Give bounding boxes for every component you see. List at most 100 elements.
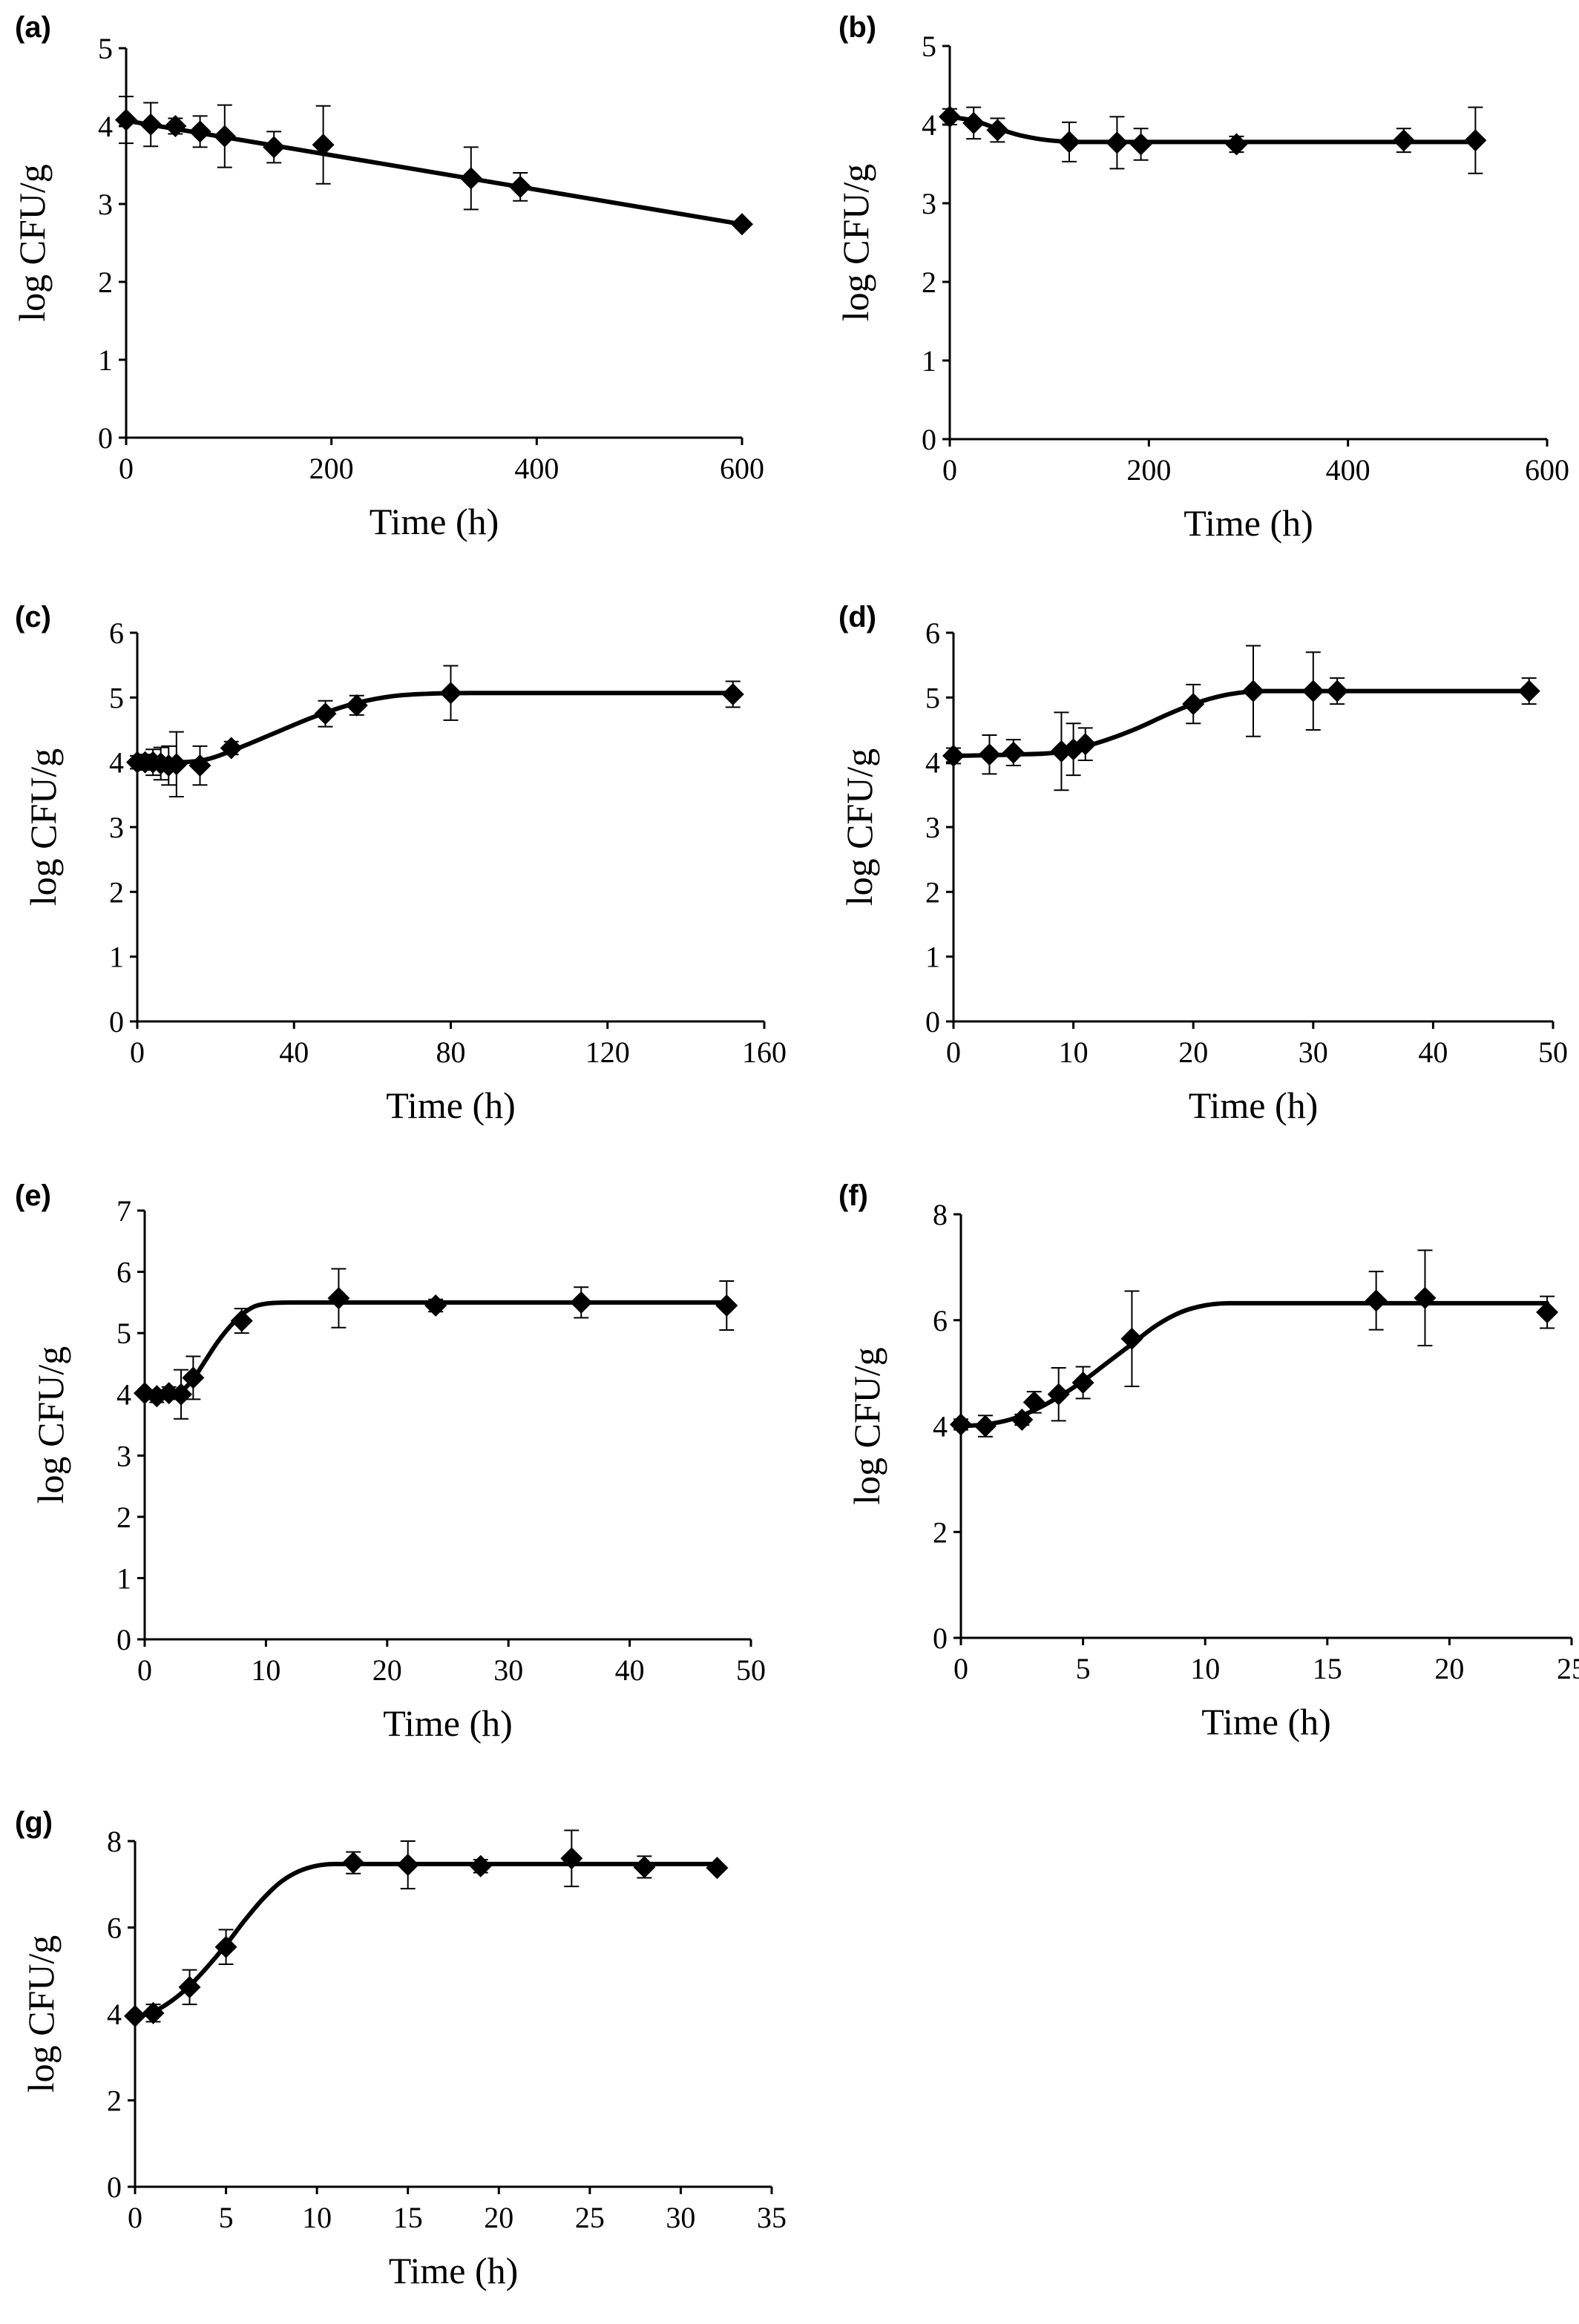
fit-line <box>959 1300 1550 1429</box>
y-tick-label: 5 <box>98 32 113 65</box>
y-tick-label: 8 <box>933 1198 948 1231</box>
data-point <box>1002 741 1025 764</box>
x-axis-title: Time (h) <box>383 1702 513 1744</box>
y-tick-label: 2 <box>98 266 113 299</box>
y-tick-label: 0 <box>116 1623 131 1656</box>
data-point <box>188 120 211 143</box>
x-tick-label: 50 <box>736 1653 766 1687</box>
x-tick-label: 0 <box>119 452 134 485</box>
data-point <box>1022 1391 1045 1414</box>
x-tick-label: 20 <box>1434 1652 1464 1685</box>
panel-label: (b) <box>838 11 876 44</box>
x-tick-label: 15 <box>393 2201 423 2234</box>
x-tick-label: 35 <box>757 2201 787 2234</box>
data-point <box>942 744 965 767</box>
x-tick-label: 40 <box>1418 1036 1448 1069</box>
y-tick-label: 0 <box>922 423 936 456</box>
data-point <box>1365 1289 1388 1312</box>
y-tick-label: 0 <box>933 1622 948 1655</box>
x-tick-label: 40 <box>279 1036 309 1069</box>
y-tick-label: 5 <box>109 681 124 714</box>
data-point <box>1071 1371 1094 1394</box>
data-point <box>345 694 368 717</box>
y-tick-label: 4 <box>98 110 113 143</box>
data-point <box>1536 1301 1559 1324</box>
y-axis-title: log CFU/g <box>20 1935 62 2093</box>
data-point <box>1464 129 1487 152</box>
data-point <box>312 134 335 157</box>
data-point <box>1129 133 1152 156</box>
x-tick-label: 0 <box>137 1653 152 1687</box>
y-tick-label: 7 <box>116 1194 131 1228</box>
x-tick-label: 25 <box>575 2201 605 2234</box>
panel-label: (e) <box>15 1179 51 1212</box>
data-point <box>1011 1408 1034 1431</box>
data-point <box>342 1851 365 1874</box>
panel-label: (d) <box>838 601 876 633</box>
y-tick-label: 1 <box>116 1561 131 1595</box>
y-tick-label: 2 <box>925 875 940 909</box>
y-axis-title: log CFU/g <box>22 748 64 906</box>
data-point <box>115 108 137 131</box>
panel-a: (a) 0 1 2 3 4 5 0 200 400 600 Time (h) log CFU/g <box>11 11 764 542</box>
x-tick-label: 600 <box>1525 453 1569 487</box>
x-tick-label: 0 <box>942 453 957 487</box>
x-axis-title: Time (h) <box>370 501 499 542</box>
data-point <box>1047 1383 1070 1406</box>
y-tick-label: 6 <box>116 1256 131 1289</box>
data-point <box>182 1366 205 1389</box>
data-point <box>1058 131 1080 154</box>
data-point <box>1301 679 1324 702</box>
panel-e: (e) 0 1 2 3 4 5 6 7 0 10 20 30 40 50 Time (h) log CFU/g <box>15 1179 766 1744</box>
panel-f: (f) 0 2 4 6 8 0 5 10 15 20 25 Time (h) log CFU/g <box>838 1179 1579 1742</box>
data-point <box>721 682 744 705</box>
data-point <box>165 753 188 776</box>
data-point <box>314 702 337 725</box>
y-tick-label: 4 <box>116 1378 131 1412</box>
y-axis-title: log CFU/g <box>838 748 880 906</box>
x-tick-label: 20 <box>484 2201 513 2234</box>
y-tick-label: 2 <box>922 266 936 299</box>
y-tick-label: 5 <box>925 681 940 714</box>
x-tick-label: 120 <box>585 1036 630 1069</box>
panel-label: (a) <box>15 11 51 44</box>
y-tick-label: 6 <box>925 616 940 650</box>
fit-line <box>133 1861 720 2018</box>
x-axis-title: Time (h) <box>1201 1701 1331 1742</box>
data-point <box>962 111 985 134</box>
data-point <box>706 1857 729 1880</box>
fit-line <box>951 688 1532 758</box>
y-axis-title: log CFU/g <box>30 1346 71 1504</box>
data-point <box>230 1309 253 1332</box>
x-axis-title: Time (h) <box>389 2250 519 2291</box>
y-tick-label: 6 <box>933 1304 948 1337</box>
x-tick-label: 10 <box>302 2201 332 2234</box>
x-tick-label: 30 <box>493 1653 523 1687</box>
y-tick-label: 2 <box>933 1515 948 1549</box>
y-tick-label: 4 <box>922 108 936 142</box>
x-tick-label: 5 <box>219 2201 234 2234</box>
x-tick-label: 5 <box>1076 1652 1091 1685</box>
data-point <box>214 1935 237 1958</box>
x-tick-label: 30 <box>1299 1036 1328 1069</box>
x-tick-label: 30 <box>666 2201 695 2234</box>
x-tick-label: 10 <box>251 1653 280 1687</box>
data-point <box>1326 679 1349 702</box>
y-tick-label: 0 <box>98 421 113 455</box>
y-tick-label: 3 <box>925 811 940 844</box>
y-tick-label: 1 <box>925 941 940 974</box>
data-point <box>188 754 211 777</box>
y-tick-label: 0 <box>925 1005 940 1038</box>
x-tick-label: 20 <box>372 1653 402 1687</box>
panel-label: (c) <box>15 601 51 633</box>
y-tick-label: 4 <box>925 746 940 780</box>
x-tick-label: 80 <box>436 1036 466 1069</box>
data-point <box>1120 1327 1143 1350</box>
x-tick-label: 0 <box>946 1036 961 1069</box>
y-tick-label: 4 <box>109 746 124 780</box>
data-point <box>560 1847 583 1870</box>
x-tick-label: 600 <box>720 452 764 485</box>
x-axis-title: Time (h) <box>386 1084 516 1126</box>
data-point <box>1182 693 1205 716</box>
y-tick-label: 4 <box>107 1998 122 2031</box>
